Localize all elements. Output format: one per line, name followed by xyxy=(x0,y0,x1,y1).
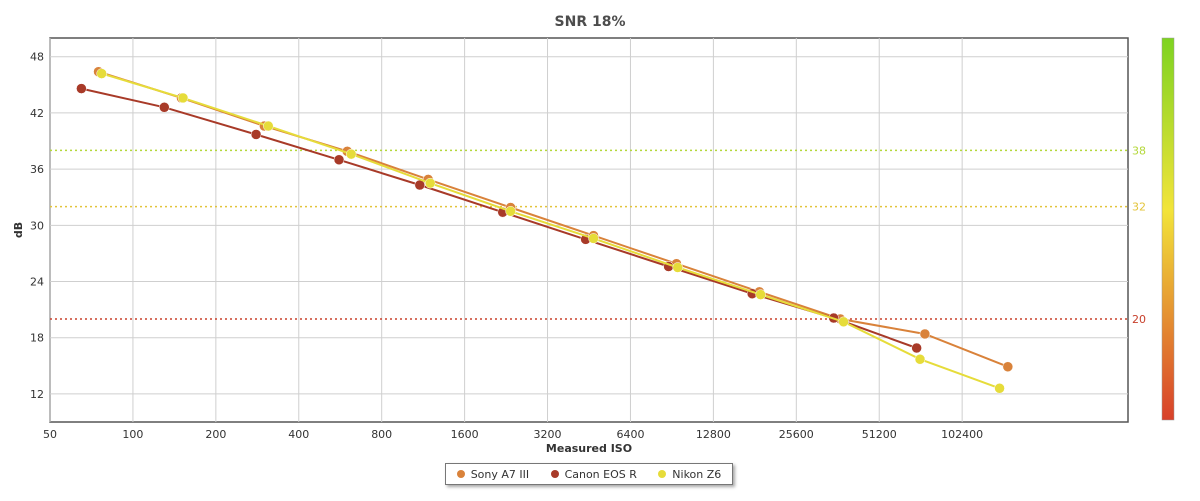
data-point-nikon-z6[interactable] xyxy=(755,289,766,300)
y-tick-label: 18 xyxy=(30,332,44,345)
legend-marker-icon xyxy=(550,470,559,478)
colorbar xyxy=(1161,37,1175,421)
data-point-nikon-z6[interactable] xyxy=(177,92,189,104)
reference-lines: 38 32 20 xyxy=(50,144,1146,326)
y-axis-title: dB xyxy=(12,222,25,238)
data-point-nikon-z6[interactable] xyxy=(96,68,107,79)
y-tick-labels: 12 18 24 30 36 42 48 xyxy=(30,51,44,401)
reference-label-20: 20 xyxy=(1132,313,1146,326)
x-tick-label: 100 xyxy=(122,428,143,441)
data-point-canon-eos-r[interactable] xyxy=(159,102,170,113)
x-tick-label: 25600 xyxy=(779,428,814,441)
data-point-canon-eos-r[interactable] xyxy=(333,154,345,166)
x-tick-label: 51200 xyxy=(862,428,897,441)
x-tick-label: 800 xyxy=(371,428,392,441)
y-tick-label: 12 xyxy=(30,388,44,401)
x-tick-label: 1600 xyxy=(451,428,479,441)
data-point-nikon-z6[interactable] xyxy=(424,177,436,189)
series-group xyxy=(76,66,1014,394)
legend-item-canon-eos-r[interactable]: Canon EOS R xyxy=(550,467,637,481)
legend-label: Canon EOS R xyxy=(564,467,637,481)
data-point-sony-a7-iii[interactable] xyxy=(1002,361,1014,372)
plot-area xyxy=(49,37,1129,423)
legend-label: Sony A7 III xyxy=(470,467,530,481)
x-tick-label: 102400 xyxy=(941,428,983,441)
data-point-nikon-z6[interactable] xyxy=(914,353,926,365)
data-point-canon-eos-r[interactable] xyxy=(250,129,262,140)
x-tick-label: 12800 xyxy=(696,428,731,441)
x-tick-label: 200 xyxy=(205,428,226,441)
reference-label-32: 32 xyxy=(1132,201,1146,214)
data-point-nikon-z6[interactable] xyxy=(588,233,599,244)
x-tick-label: 50 xyxy=(43,428,57,441)
x-tick-label: 6400 xyxy=(616,428,644,441)
legend-item-nikon-z6[interactable]: Nikon Z6 xyxy=(658,468,721,481)
y-tick-label: 48 xyxy=(30,51,44,64)
reference-label-38: 38 xyxy=(1132,144,1146,157)
x-tick-labels: 50 100 200 400 800 1600 3200 6400 12800 25600 5120… xyxy=(43,428,983,441)
y-tick-label: 42 xyxy=(30,107,44,120)
legend-item-sony-a7-iii[interactable]: Sony A7 III xyxy=(456,467,530,481)
legend-label: Nikon Z6 xyxy=(672,467,722,481)
series-line-sony-a7-iii xyxy=(98,70,1009,368)
y-tick-label: 30 xyxy=(30,219,44,232)
data-point-nikon-z6[interactable] xyxy=(505,206,516,217)
data-point-nikon-z6[interactable] xyxy=(672,262,683,273)
chart-title: SNR 18% xyxy=(555,14,626,30)
grid xyxy=(49,38,1128,422)
data-point-sony-a7-iii[interactable] xyxy=(919,328,931,340)
legend-marker-icon xyxy=(658,470,667,478)
data-point-nikon-z6[interactable] xyxy=(994,383,1005,394)
y-tick-label: 36 xyxy=(30,163,44,176)
x-tick-label: 3200 xyxy=(534,428,562,441)
y-tick-label: 24 xyxy=(30,276,44,289)
data-point-canon-eos-r[interactable] xyxy=(76,83,87,94)
x-axis-title: Measured ISO xyxy=(546,442,632,455)
data-point-nikon-z6[interactable] xyxy=(263,120,274,132)
series-line-nikon-z6 xyxy=(101,72,1000,390)
data-point-canon-eos-r[interactable] xyxy=(911,342,922,354)
legend-marker-icon xyxy=(456,470,465,478)
data-point-nikon-z6[interactable] xyxy=(838,316,849,328)
x-tick-label: 400 xyxy=(288,428,309,441)
data-point-nikon-z6[interactable] xyxy=(345,148,357,160)
legend: Sony A7 III Canon EOS R Nikon Z6 xyxy=(445,463,733,485)
